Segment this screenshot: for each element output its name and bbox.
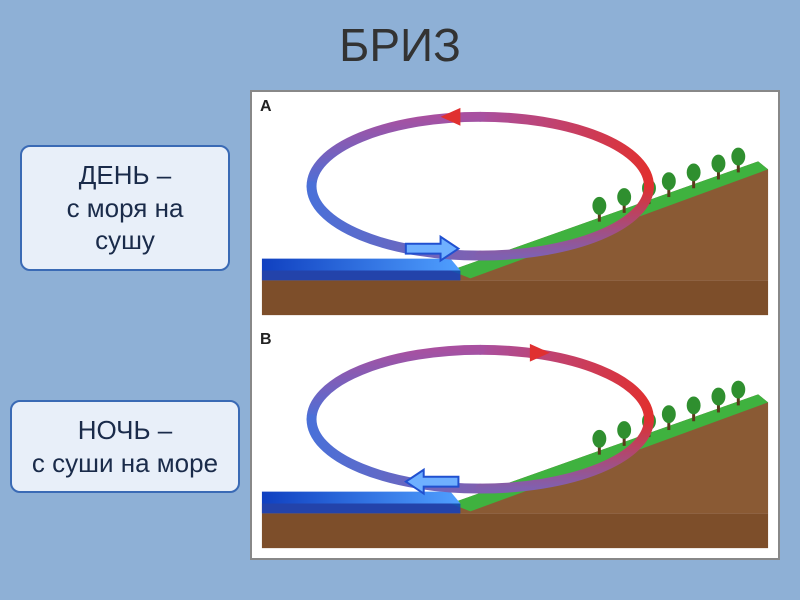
panel-letter-bottom: B (260, 331, 272, 349)
panel-day: А (252, 92, 778, 325)
scene-night (252, 325, 778, 558)
diagram-container: А B (250, 90, 780, 560)
page-title: БРИЗ (0, 18, 800, 72)
panel-night: B (252, 325, 778, 558)
label-day: ДЕНЬ –с моря насушу (20, 145, 230, 271)
scene-day (252, 92, 778, 325)
panel-letter-top: А (260, 98, 272, 116)
label-night: НОЧЬ –с суши на море (10, 400, 240, 493)
